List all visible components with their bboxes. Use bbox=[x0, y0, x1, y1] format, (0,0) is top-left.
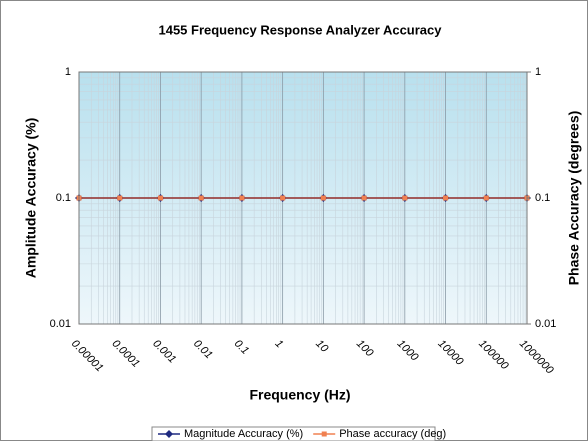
point bbox=[198, 195, 204, 201]
y-tick-label: 1 bbox=[65, 66, 71, 78]
point bbox=[483, 195, 489, 201]
point bbox=[280, 195, 286, 201]
legend-label: Magnitude Accuracy (%) bbox=[184, 428, 303, 440]
chart-title: 1455 Frequency Response Analyzer Accurac… bbox=[158, 22, 442, 37]
point bbox=[239, 195, 245, 201]
y2-tick-label: 1 bbox=[535, 66, 541, 78]
y2-tick-label: 0.1 bbox=[535, 192, 550, 204]
y2-axis-title: Phase Accuracy (degrees) bbox=[566, 111, 582, 286]
y-tick-label: 0.1 bbox=[56, 192, 71, 204]
point bbox=[117, 195, 123, 201]
point bbox=[361, 195, 367, 201]
x-axis-title: Frequency (Hz) bbox=[249, 387, 350, 403]
legend-marker bbox=[321, 431, 327, 437]
y-tick-label: 0.01 bbox=[50, 318, 71, 330]
point bbox=[443, 195, 449, 201]
point bbox=[157, 195, 163, 201]
legend-marker bbox=[165, 430, 173, 438]
y2-tick-label: 0.01 bbox=[535, 318, 556, 330]
y-axis-title: Amplitude Accuracy (%) bbox=[23, 118, 39, 279]
point bbox=[320, 195, 326, 201]
point bbox=[402, 195, 408, 201]
legend-items: Magnitude Accuracy (%) Phase accuracy (de… bbox=[158, 428, 446, 440]
legend-label: Phase accuracy (deg) bbox=[339, 428, 446, 440]
legend bbox=[151, 426, 436, 441]
